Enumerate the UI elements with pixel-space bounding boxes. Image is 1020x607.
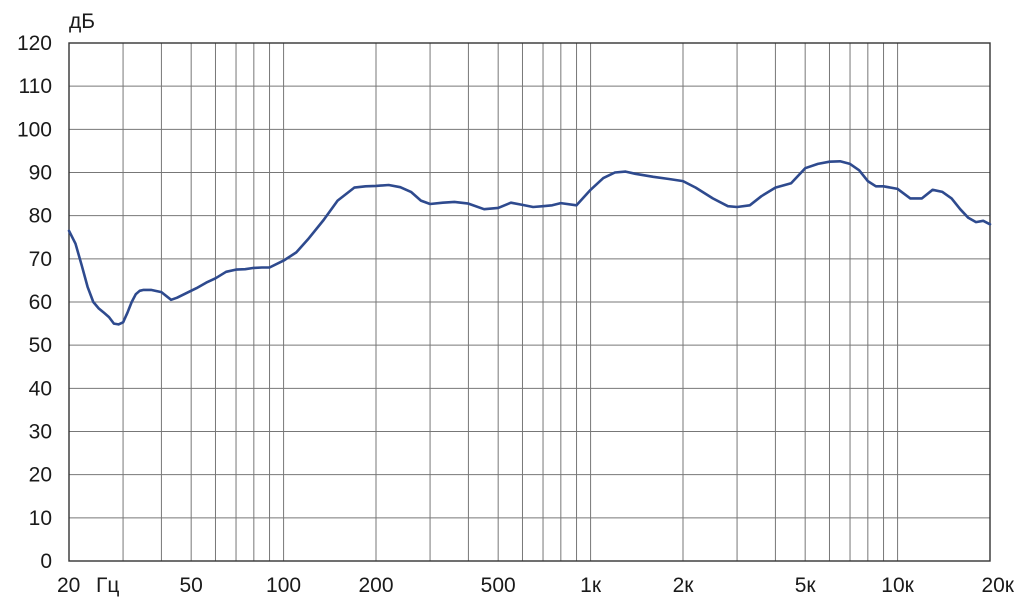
series-layer (67, 160, 992, 326)
y-tick-label: 10 (29, 507, 52, 530)
x-tick-labels: 20 50 100 200 500 1к 2к 5к 10к 20к (57, 574, 1015, 597)
y-axis-unit-label: дБ (69, 10, 95, 33)
y-tick-labels: 0 10 20 30 40 50 60 70 80 90 100 110 120 (17, 32, 52, 573)
x-tick-label: 20 (57, 574, 80, 597)
x-axis-unit-label: Гц (96, 574, 119, 597)
x-tick-label: 50 (179, 574, 202, 597)
x-tick-label: 100 (266, 574, 301, 597)
y-tick-label: 110 (19, 75, 52, 98)
y-tick-label: 40 (29, 377, 52, 400)
x-tick-label: 500 (481, 574, 516, 597)
x-tick-label: 20к (981, 574, 1014, 597)
series-line-frequency-response (67, 160, 992, 326)
x-tick-label: 5к (795, 574, 817, 597)
plot-frame (68, 42, 991, 562)
y-tick-label: 120 (17, 32, 52, 55)
x-tick-label: 200 (358, 574, 393, 597)
x-tick-label: 10к (881, 574, 914, 597)
y-tick-label: 90 (29, 162, 52, 185)
x-tick-label: 1к (580, 574, 602, 597)
y-tick-label: 50 (29, 334, 52, 357)
y-tick-label: 20 (29, 464, 52, 487)
grid (69, 43, 990, 561)
x-tick-label: 2к (673, 574, 695, 597)
y-tick-label: 80 (29, 205, 52, 228)
y-tick-label: 30 (29, 421, 52, 444)
y-tick-label: 70 (29, 248, 52, 271)
y-tick-label: 0 (40, 550, 52, 573)
y-tick-label: 100 (17, 118, 52, 141)
y-tick-label: 60 (29, 291, 52, 314)
